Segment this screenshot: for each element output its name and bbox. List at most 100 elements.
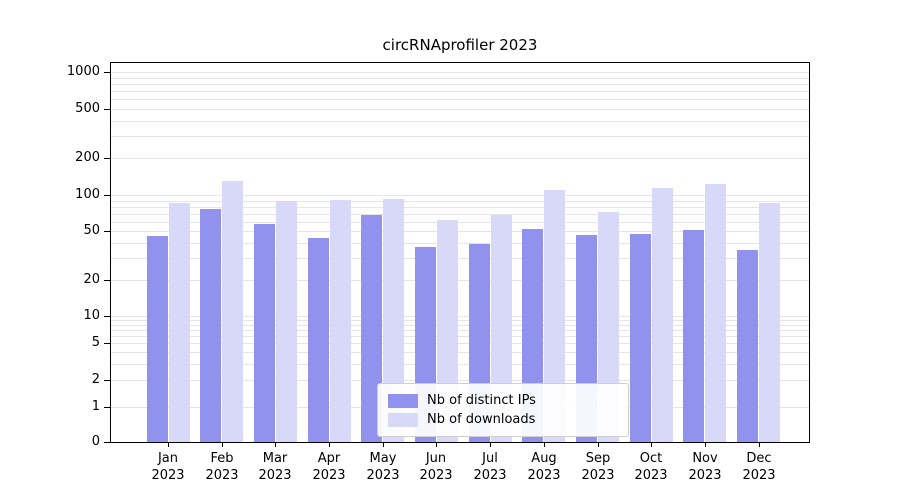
gridline	[111, 352, 809, 353]
x-tick-label-jun: Jun 2023	[419, 451, 453, 483]
gridline	[111, 280, 809, 281]
y-tick-label: 20	[83, 272, 100, 287]
legend-item-distinct-ips: Nb of distinct IPs	[388, 391, 618, 410]
x-tick-label-dec: Dec 2023	[742, 451, 776, 483]
gridline	[111, 99, 809, 100]
bar-distinct-ips-may	[361, 215, 382, 442]
y-tick-mark	[104, 380, 110, 381]
gridline	[111, 380, 809, 381]
y-tick-mark	[104, 407, 110, 408]
y-tick-label: 10	[83, 308, 100, 323]
x-tick-mark	[759, 443, 760, 447]
x-tick-mark	[329, 443, 330, 447]
x-tick-mark	[544, 443, 545, 447]
legend-item-downloads: Nb of downloads	[388, 410, 618, 429]
gridline	[111, 214, 809, 215]
bar-downloads-dec	[759, 203, 780, 442]
gridline	[111, 121, 809, 122]
x-tick-mark	[490, 443, 491, 447]
bar-downloads-oct	[652, 188, 673, 442]
x-tick-mark	[222, 443, 223, 447]
x-tick-mark	[705, 443, 706, 447]
x-tick-mark	[383, 443, 384, 447]
bar-distinct-ips-mar	[254, 224, 275, 442]
x-tick-label-jan: Jan 2023	[151, 451, 185, 483]
gridline	[111, 330, 809, 331]
bar-downloads-feb	[222, 181, 243, 442]
chart-title: circRNAprofiler 2023	[382, 36, 538, 54]
legend-label-downloads: Nb of downloads	[427, 412, 536, 427]
x-tick-label-apr: Apr 2023	[312, 451, 346, 483]
legend-swatch-distinct-ips	[388, 393, 418, 408]
x-tick-mark	[168, 443, 169, 447]
gridline	[111, 316, 809, 317]
bar-distinct-ips-jan	[147, 236, 168, 442]
bar-distinct-ips-apr	[308, 238, 329, 442]
y-tick-mark	[104, 158, 110, 159]
bar-downloads-nov	[705, 184, 726, 442]
bar-downloads-aug	[544, 190, 565, 442]
y-tick-mark	[104, 343, 110, 344]
y-tick-label: 100	[75, 187, 100, 202]
bar-downloads-may	[383, 199, 404, 442]
gridline	[111, 231, 809, 232]
x-tick-label-mar: Mar 2023	[258, 451, 292, 483]
y-tick-mark	[104, 316, 110, 317]
gridline	[111, 222, 809, 223]
y-tick-label: 500	[75, 101, 100, 116]
y-tick-label: 0	[91, 434, 100, 449]
x-tick-mark	[436, 443, 437, 447]
x-tick-mark	[275, 443, 276, 447]
gridline	[111, 364, 809, 365]
gridline	[111, 72, 809, 73]
x-tick-mark	[598, 443, 599, 447]
x-tick-label-nov: Nov 2023	[688, 451, 722, 483]
y-tick-label: 5	[91, 335, 100, 350]
legend-label-distinct-ips: Nb of distinct IPs	[427, 393, 536, 408]
gridline	[111, 258, 809, 259]
y-tick-mark	[104, 442, 110, 443]
y-tick-mark	[104, 72, 110, 73]
gridline	[111, 78, 809, 79]
bar-distinct-ips-dec	[737, 250, 758, 442]
gridline	[111, 158, 809, 159]
y-tick-label: 200	[75, 150, 100, 165]
plot-area: Nb of distinct IPs Nb of downloads	[110, 62, 810, 443]
x-tick-label-sep: Sep 2023	[581, 451, 615, 483]
bar-distinct-ips-nov	[683, 230, 704, 442]
y-tick-label: 1000	[66, 64, 100, 79]
y-tick-mark	[104, 195, 110, 196]
bar-downloads-mar	[276, 201, 297, 442]
gridline	[111, 84, 809, 85]
x-tick-label-jul: Jul 2023	[473, 451, 507, 483]
gridline	[111, 201, 809, 202]
gridline	[111, 91, 809, 92]
x-tick-label-may: May 2023	[366, 451, 400, 483]
bar-distinct-ips-feb	[200, 209, 221, 442]
x-tick-label-oct: Oct 2023	[634, 451, 668, 483]
gridline	[111, 195, 809, 196]
x-tick-label-feb: Feb 2023	[205, 451, 239, 483]
x-tick-label-aug: Aug 2023	[527, 451, 561, 483]
bar-distinct-ips-oct	[630, 234, 651, 442]
gridline	[111, 136, 809, 137]
y-tick-label: 1	[91, 399, 100, 414]
bar-downloads-jan	[169, 203, 190, 442]
gridline	[111, 109, 809, 110]
gridline	[111, 343, 809, 344]
gridline	[111, 320, 809, 321]
gridline	[111, 325, 809, 326]
gridline	[111, 243, 809, 244]
legend: Nb of distinct IPs Nb of downloads	[377, 383, 629, 437]
legend-swatch-downloads	[388, 412, 418, 427]
y-tick-mark	[104, 109, 110, 110]
y-tick-mark	[104, 231, 110, 232]
x-tick-mark	[651, 443, 652, 447]
gridline	[111, 207, 809, 208]
y-tick-label: 2	[91, 372, 100, 387]
gridline	[111, 336, 809, 337]
y-tick-mark	[104, 280, 110, 281]
bar-downloads-apr	[330, 200, 351, 442]
y-tick-label: 50	[83, 223, 100, 238]
